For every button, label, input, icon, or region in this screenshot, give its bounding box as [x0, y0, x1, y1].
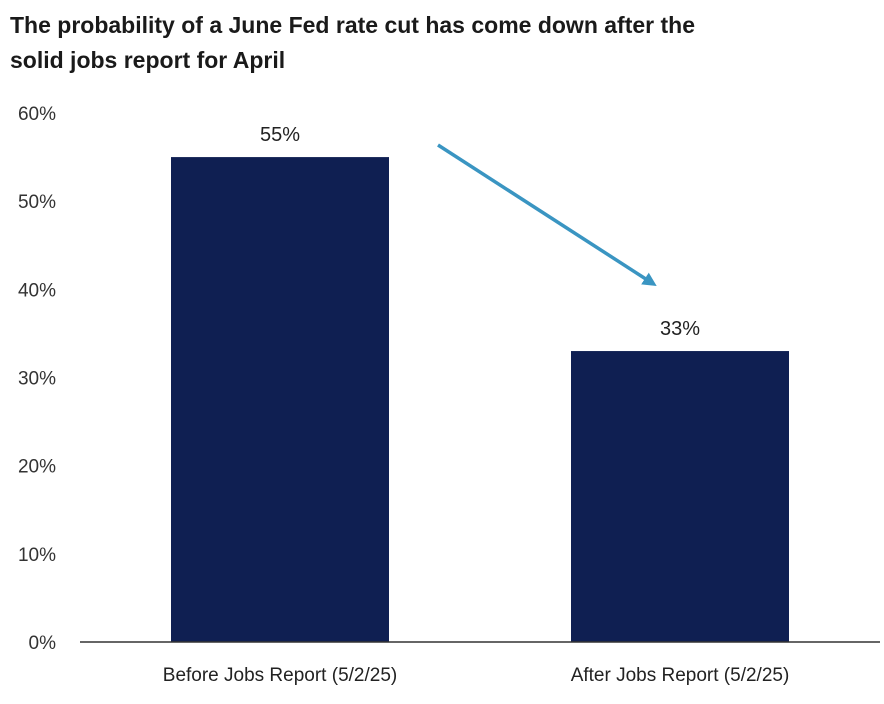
bar [571, 351, 789, 642]
bars-group [171, 157, 789, 643]
x-tick-label: After Jobs Report (5/2/25) [571, 665, 790, 686]
bar [171, 157, 389, 643]
data-label: 55% [260, 124, 300, 146]
y-axis: 0% 10% 20% 30% 40% 50% 60% [18, 104, 56, 654]
data-labels: 55% 33% [260, 124, 700, 340]
chart-title-line-1: The probability of a June Fed rate cut h… [10, 12, 696, 38]
y-tick-label: 30% [18, 369, 56, 390]
y-tick-label: 10% [18, 545, 56, 566]
decrease-arrow-icon [437, 143, 657, 287]
y-tick-label: 40% [18, 280, 56, 301]
chart-title: The probability of a June Fed rate cut h… [10, 8, 870, 78]
y-tick-label: 20% [18, 457, 56, 478]
data-label: 33% [660, 318, 700, 340]
y-tick-label: 0% [29, 633, 57, 654]
chart-title-line-2: solid jobs report for April [10, 47, 286, 73]
x-axis: Before Jobs Report (5/2/25) After Jobs Re… [163, 665, 790, 686]
y-tick-label: 50% [18, 192, 56, 213]
x-tick-label: Before Jobs Report (5/2/25) [163, 665, 397, 686]
y-tick-label: 60% [18, 104, 56, 125]
